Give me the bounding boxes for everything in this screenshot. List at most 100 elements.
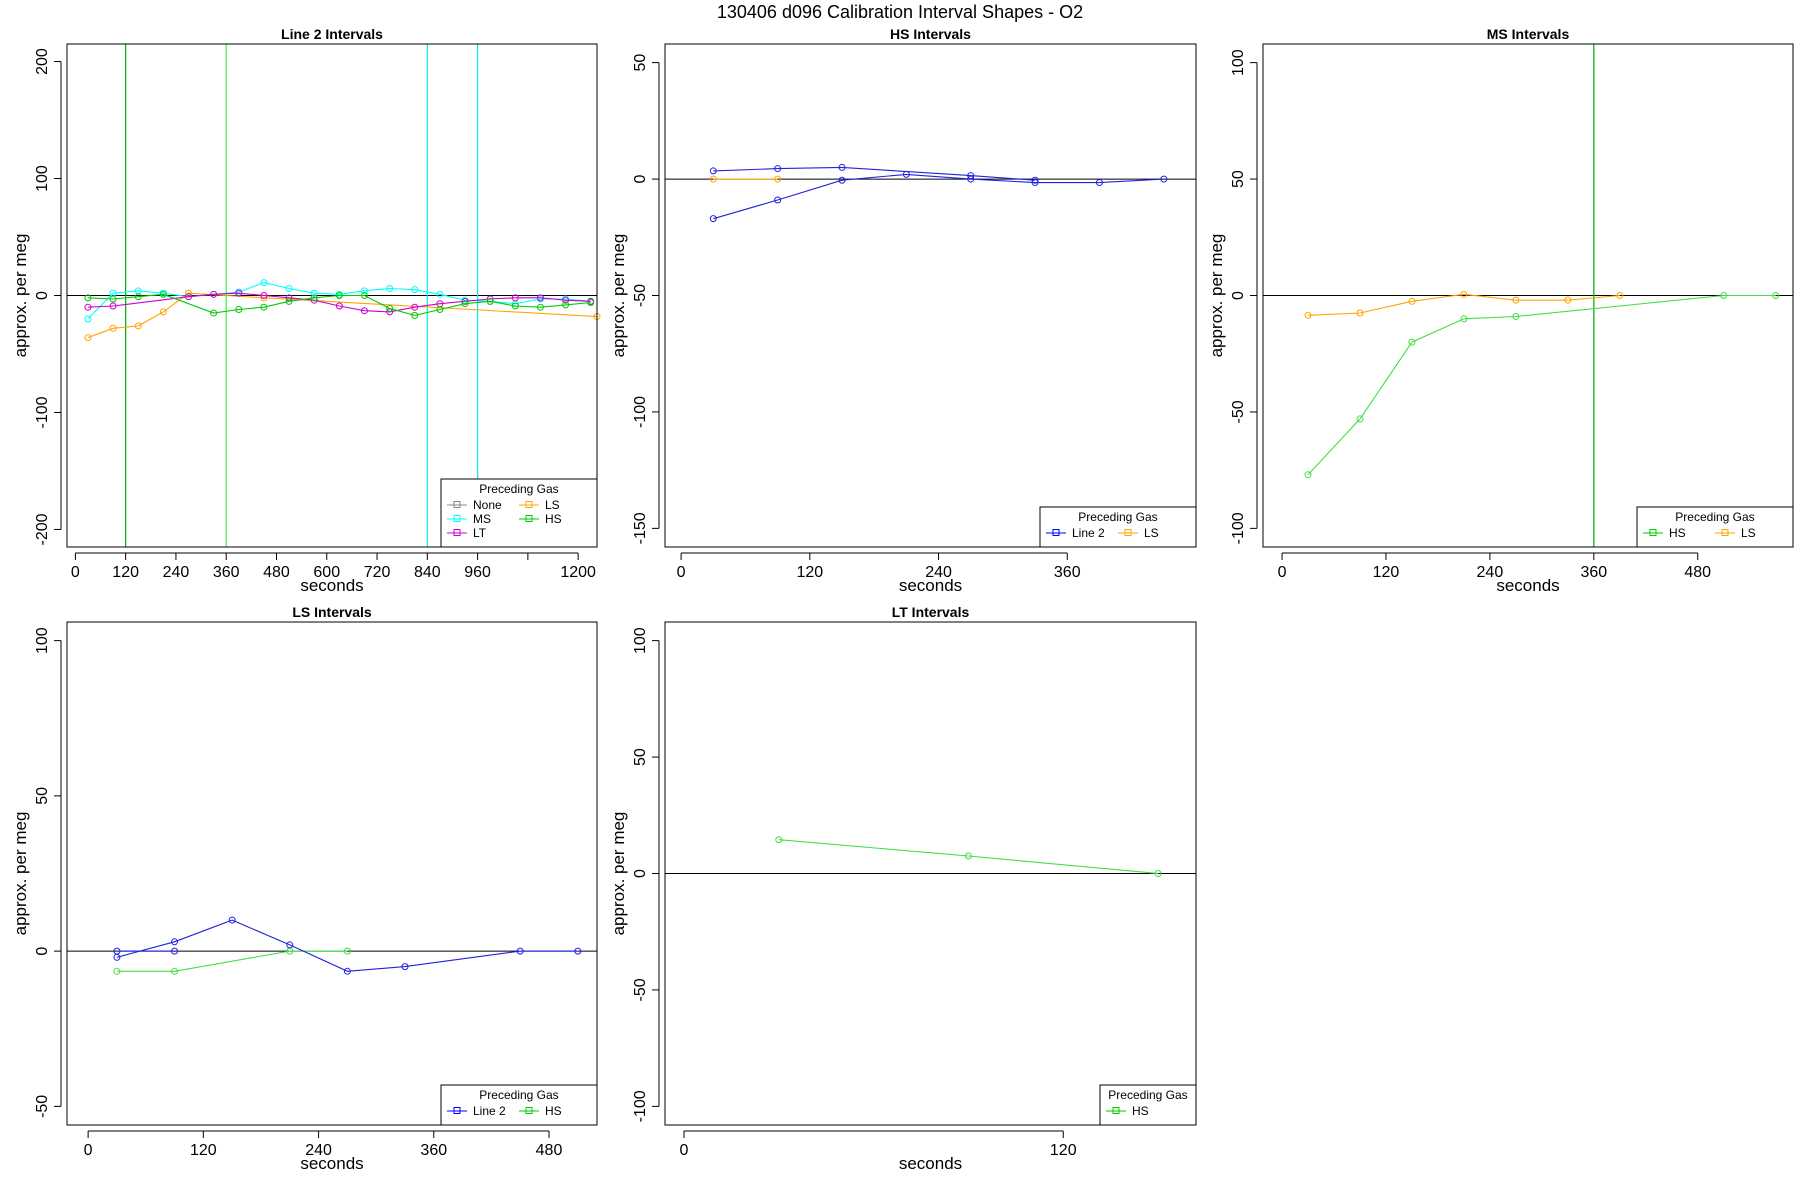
data-point (709, 175, 717, 183)
x-tick-label: 120 (1373, 564, 1400, 581)
data-point (574, 947, 582, 955)
data-point (109, 302, 117, 310)
data-point (185, 293, 193, 301)
data-point (536, 303, 544, 311)
data-point (964, 852, 972, 860)
y-tick-label: 50 (632, 748, 649, 766)
data-point (84, 315, 92, 323)
x-tick-label: 120 (796, 564, 823, 581)
data-point (134, 293, 142, 301)
panel-4: LS Intervals 0 120 240 360 480 seconds -50 0 50 10… (11, 604, 598, 1173)
legend-entry-label: HS (1669, 526, 1686, 540)
data-point (1460, 290, 1468, 298)
data-point (171, 938, 179, 946)
data-point (1304, 311, 1312, 319)
y-tick-label: -100 (632, 1090, 649, 1122)
panel-2: HS Intervals 0 120 240 360 seconds -150 -100 -50… (609, 26, 1197, 595)
legend-entry-label: LS (545, 498, 560, 512)
legend-box (440, 1084, 598, 1126)
legend: Preceding Gas Line 2 LS (1039, 506, 1197, 548)
data-point (1154, 870, 1162, 877)
data-point (536, 294, 544, 302)
x-tick-label: 480 (536, 1142, 563, 1159)
data-point (260, 294, 268, 302)
x-tick-label: 120 (1050, 1142, 1077, 1159)
panel-title: Line 2 Intervals (281, 26, 383, 42)
x-tick-label: 360 (213, 564, 240, 581)
x-tick-label: 240 (163, 564, 190, 581)
data-point (113, 947, 121, 955)
y-tick-label: -150 (632, 512, 649, 544)
series-line (1307, 293, 1620, 316)
y-axis-label: approx. per meg (1207, 234, 1226, 358)
data-point (109, 295, 117, 303)
x-tick-label: 840 (414, 564, 441, 581)
legend-swatch-marker (525, 1107, 533, 1114)
x-tick-label: 240 (1477, 564, 1504, 581)
legend-entry-label: LS (1144, 526, 1159, 540)
data-point (709, 215, 717, 223)
legend-box (1099, 1084, 1197, 1126)
legend-title: Preceding Gas (1675, 510, 1754, 524)
x-tick-label: 720 (364, 564, 391, 581)
data-point (1031, 176, 1039, 184)
series-line (116, 950, 348, 972)
x-tick-label: 0 (71, 564, 80, 581)
legend-swatch-marker (1649, 529, 1657, 536)
legend: Preceding Gas None LS MS HS LT (440, 478, 598, 548)
x-tick-label: 600 (313, 564, 340, 581)
data-point (486, 297, 494, 305)
y-tick-label: -50 (632, 978, 649, 1001)
series-line (116, 919, 578, 972)
legend-entry-label: LS (1741, 526, 1756, 540)
y-tick-label: -100 (34, 396, 51, 428)
legend-swatch-marker (1721, 529, 1729, 536)
x-tick-label: 480 (1684, 564, 1711, 581)
data-point (343, 947, 351, 955)
data-point (1460, 315, 1468, 323)
legend-box (1636, 506, 1794, 548)
y-tick-label: -50 (34, 1095, 51, 1118)
y-tick-label: -100 (632, 396, 649, 428)
legend-swatch-marker (525, 515, 533, 522)
data-point (260, 292, 268, 299)
data-point (775, 836, 783, 844)
legend: Preceding Gas Line 2 HS (440, 1084, 598, 1126)
data-point (159, 308, 167, 316)
x-tick-label: 240 (305, 1142, 332, 1159)
y-axis-label: approx. per meg (11, 234, 30, 358)
data-point (235, 289, 243, 297)
data-point (838, 176, 846, 184)
data-point (343, 967, 351, 975)
data-point (335, 292, 343, 299)
x-axis-label: seconds (899, 576, 962, 595)
legend-entry-label: HS (545, 512, 562, 526)
data-point (109, 324, 117, 332)
series-line (87, 282, 591, 320)
y-tick-label: 50 (34, 787, 51, 805)
x-tick-label: 0 (680, 1142, 689, 1159)
data-point (310, 289, 318, 297)
data-point (134, 322, 142, 330)
legend-box (440, 478, 598, 548)
data-point (411, 311, 419, 319)
x-tick-label: 120 (112, 564, 139, 581)
plot-frame (66, 621, 598, 1126)
y-tick-label: -100 (1230, 512, 1247, 544)
data-point (360, 287, 368, 295)
legend-title: Preceding Gas (1108, 1088, 1187, 1102)
data-point (562, 296, 570, 304)
data-point (1408, 297, 1416, 305)
panel-title: MS Intervals (1487, 26, 1570, 42)
data-point (1031, 179, 1039, 187)
data-point (210, 309, 218, 317)
data-point (1772, 292, 1780, 299)
x-tick-label: 120 (190, 1142, 217, 1159)
data-point (436, 290, 444, 298)
panel-title: HS Intervals (890, 26, 971, 42)
data-point (562, 301, 570, 309)
data-point (1356, 415, 1364, 423)
data-point (335, 302, 343, 310)
x-tick-label: 360 (1580, 564, 1607, 581)
data-point (1408, 338, 1416, 346)
